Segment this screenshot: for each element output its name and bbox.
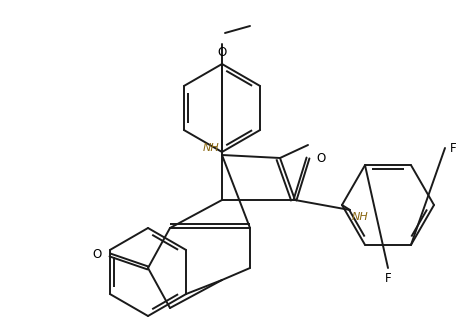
Text: F: F — [450, 142, 457, 154]
Text: NH: NH — [202, 143, 219, 153]
Text: F: F — [385, 272, 391, 285]
Text: O: O — [316, 151, 325, 164]
Text: O: O — [93, 249, 102, 262]
Text: NH: NH — [352, 212, 369, 222]
Text: O: O — [218, 46, 227, 59]
